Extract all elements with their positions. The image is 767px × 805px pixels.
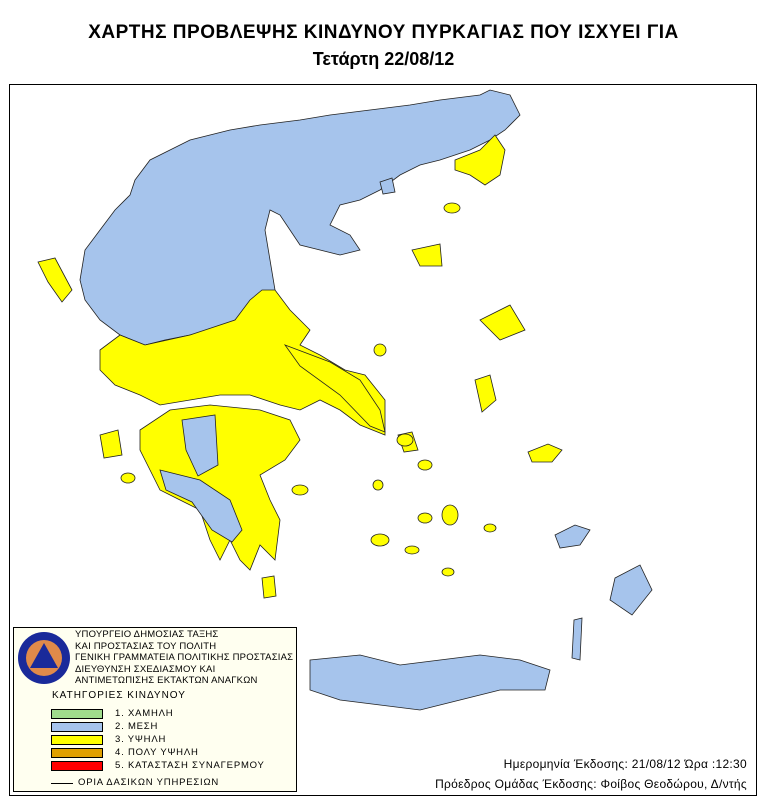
region-peloponnese-inner (181, 414, 219, 477)
island-paros (417, 512, 433, 524)
island-lesvos (479, 304, 526, 341)
island-ios (404, 545, 420, 555)
island-zakynthos (120, 472, 136, 484)
island-thasos (379, 177, 396, 195)
island-naxos (441, 504, 459, 526)
legend-item-low: 1. ΧΑΜΗΛΗ (51, 708, 173, 720)
legend-panel: ΥΠΟΥΡΓΕΙΟ ΔΗΜΟΣΙΑΣ ΤΑΞΗΣ ΚΑΙ ΠΡΟΣΤΑΣΙΑΣ … (13, 627, 297, 792)
region-north-mainland (79, 89, 521, 346)
region-thrace-east (454, 134, 506, 186)
swatch (51, 761, 103, 771)
swatch (51, 748, 103, 758)
island-kythira (261, 575, 277, 599)
island-santorini (441, 567, 455, 577)
region-central-greece (99, 289, 386, 436)
island-skiathos (373, 343, 387, 357)
island-syros (372, 479, 384, 491)
legend-boundary: ΟΡΙΑ ΔΑΣΙΚΩΝ ΥΠΗΡΕΣΙΩΝ (51, 777, 219, 789)
legend-item-medium: 2. ΜΕΣΗ (51, 721, 158, 733)
issuing-chair: Πρόεδρος Ομάδας Έκδοσης: Φοίβος Θεοδώρου… (435, 777, 747, 791)
swatch (51, 709, 103, 719)
legend-label: ΟΡΙΑ ΔΑΣΙΚΩΝ ΥΠΗΡΕΣΙΩΝ (78, 777, 220, 788)
island-milos (370, 533, 390, 547)
island-chios (474, 374, 497, 413)
island-andros (396, 433, 414, 447)
swatch (51, 722, 103, 732)
region-crete (309, 654, 551, 711)
region-peloponnese-south (159, 469, 243, 543)
island-amorgos (483, 523, 497, 533)
island-saronic (291, 484, 309, 496)
island-rhodes (609, 564, 653, 616)
map-date: Τετάρτη 22/08/12 (312, 49, 455, 69)
legend-label: 4. ΠΟΛΥ ΥΨΗΛΗ (115, 747, 199, 758)
swatch (51, 735, 103, 745)
legend-item-very-high: 4. ΠΟΛΥ ΥΨΗΛΗ (51, 747, 199, 759)
org-line: ΑΝΤΙΜΕΤΩΠΙΣΗΣ ΕΚΤΑΚΤΩΝ ΑΝΑΓΚΩΝ (75, 675, 258, 686)
legend-item-alert: 5. ΚΑΤΑΣΤΑΣΗ ΣΥΝΑΓΕΡΜΟΥ (51, 760, 265, 772)
boundary-line-icon (51, 782, 73, 784)
island-limnos (411, 243, 443, 267)
island-samothrace (443, 202, 461, 214)
map-title: ΧΑΡΤΗΣ ΠΡΟΒΛΕΨΗΣ ΚΙΝΔΥΝΟΥ ΠΥΡΚΑΓΙΑΣ ΠΟΥ … (88, 22, 679, 43)
issue-date: Ημερομηνία Έκδοσης: 21/08/12 Ώρα :12:30 (503, 757, 747, 771)
island-kefalonia (99, 429, 123, 459)
org-line: ΓΕΝΙΚΗ ΓΡΑΜΜΑΤΕΙΑ ΠΟΛΙΤΙΚΗΣ ΠΡΟΣΤΑΣΙΑΣ (75, 652, 294, 663)
legend-label: 1. ΧΑΜΗΛΗ (115, 708, 174, 719)
island-corfu (37, 257, 73, 303)
region-peloponnese (139, 404, 301, 571)
categories-title: ΚΑΤΗΓΟΡΙΕΣ ΚΙΝΔΥΝΟΥ (52, 690, 186, 701)
island-tinos (417, 459, 433, 471)
org-line: ΚΑΙ ΠΡΟΣΤΑΣΙΑΣ ΤΟΥ ΠΟΛΙΤΗ (75, 640, 217, 652)
island-karpathos (571, 617, 583, 661)
island-samos-ikaria (527, 443, 563, 463)
island-dodecanese (554, 524, 591, 549)
legend-item-high: 3. ΥΨΗΛΗ (51, 734, 166, 746)
map-frame (9, 84, 757, 796)
legend-label: 3. ΥΨΗΛΗ (115, 734, 167, 745)
legend-label: 2. ΜΕΣΗ (115, 721, 159, 732)
org-line: ΥΠΟΥΡΓΕΙΟ ΔΗΜΟΣΙΑΣ ΤΑΞΗΣ (75, 629, 219, 640)
region-evia (283, 344, 386, 433)
org-line: ΔΙΕΥΘΥΝΣΗ ΣΧΕΔΙΑΣΜΟΥ ΚΑΙ (75, 663, 216, 675)
legend-label: 5. ΚΑΤΑΣΤΑΣΗ ΣΥΝΑΓΕΡΜΟΥ (115, 760, 265, 771)
civil-protection-logo (18, 632, 70, 684)
